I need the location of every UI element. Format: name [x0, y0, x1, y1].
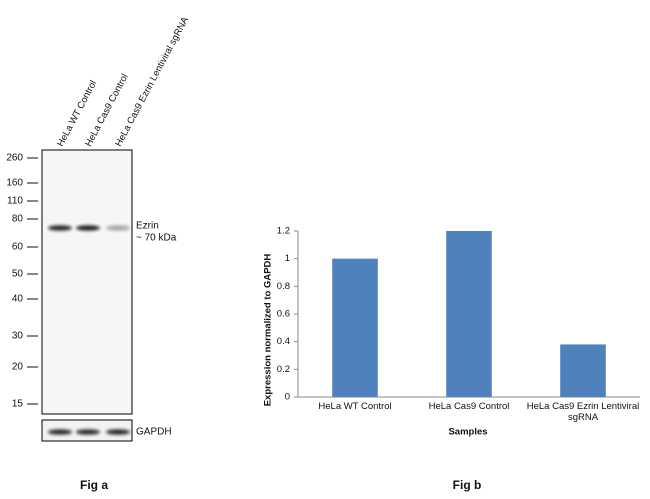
marker-label: 20: [12, 362, 24, 373]
gapdh-band: [106, 429, 130, 435]
y-tick-label: 0.4: [277, 336, 290, 347]
x-tick-label: HeLa Cas9 Control: [428, 401, 510, 412]
band: [76, 225, 100, 231]
bar: [560, 344, 606, 397]
band: [106, 225, 130, 231]
band-size: ~ 70 kDa: [136, 233, 177, 244]
caption-b: Fig b: [453, 478, 482, 492]
x-tick-label: HeLa Cas9 Ezrin Lentiviral sgRNA: [526, 401, 640, 423]
loading-control-label: GAPDH: [136, 427, 172, 438]
marker-label: 60: [12, 242, 24, 253]
y-axis-label: Expression normalized to GAPDH: [263, 254, 274, 407]
band: [48, 225, 72, 231]
x-tick-label-box: HeLa WT Control: [318, 401, 392, 412]
marker-label: 260: [6, 153, 23, 164]
caption-a: Fig a: [80, 478, 108, 492]
gapdh-band: [48, 429, 72, 435]
marker-label: 40: [12, 294, 24, 305]
x-axis-label: Samples: [448, 427, 487, 438]
y-tick-label: 0.8: [277, 281, 290, 292]
y-tick-label: 0: [285, 392, 290, 403]
bar: [332, 258, 378, 397]
y-tick-label: 0.2: [277, 364, 290, 375]
marker-label: 50: [12, 269, 24, 280]
blot-membrane: [41, 149, 133, 415]
x-tick-label-box: HeLa Cas9 Ezrin Lentiviral sgRNA: [526, 401, 640, 423]
y-tick-label: 0.6: [277, 309, 290, 320]
x-tick-label-box: HeLa Cas9 Control: [428, 401, 510, 412]
marker-label: 80: [12, 214, 24, 225]
x-tick-label: HeLa WT Control: [318, 401, 392, 412]
marker-label: 160: [6, 178, 23, 189]
marker-label: 30: [12, 331, 24, 342]
bar: [446, 231, 492, 397]
band-label: Ezrin: [136, 221, 159, 232]
marker-label: 110: [7, 196, 23, 207]
gapdh-band: [76, 429, 100, 435]
marker-label: 15: [12, 399, 24, 410]
y-tick-label: 1: [285, 253, 290, 264]
y-tick-label: 1.2: [277, 226, 290, 237]
